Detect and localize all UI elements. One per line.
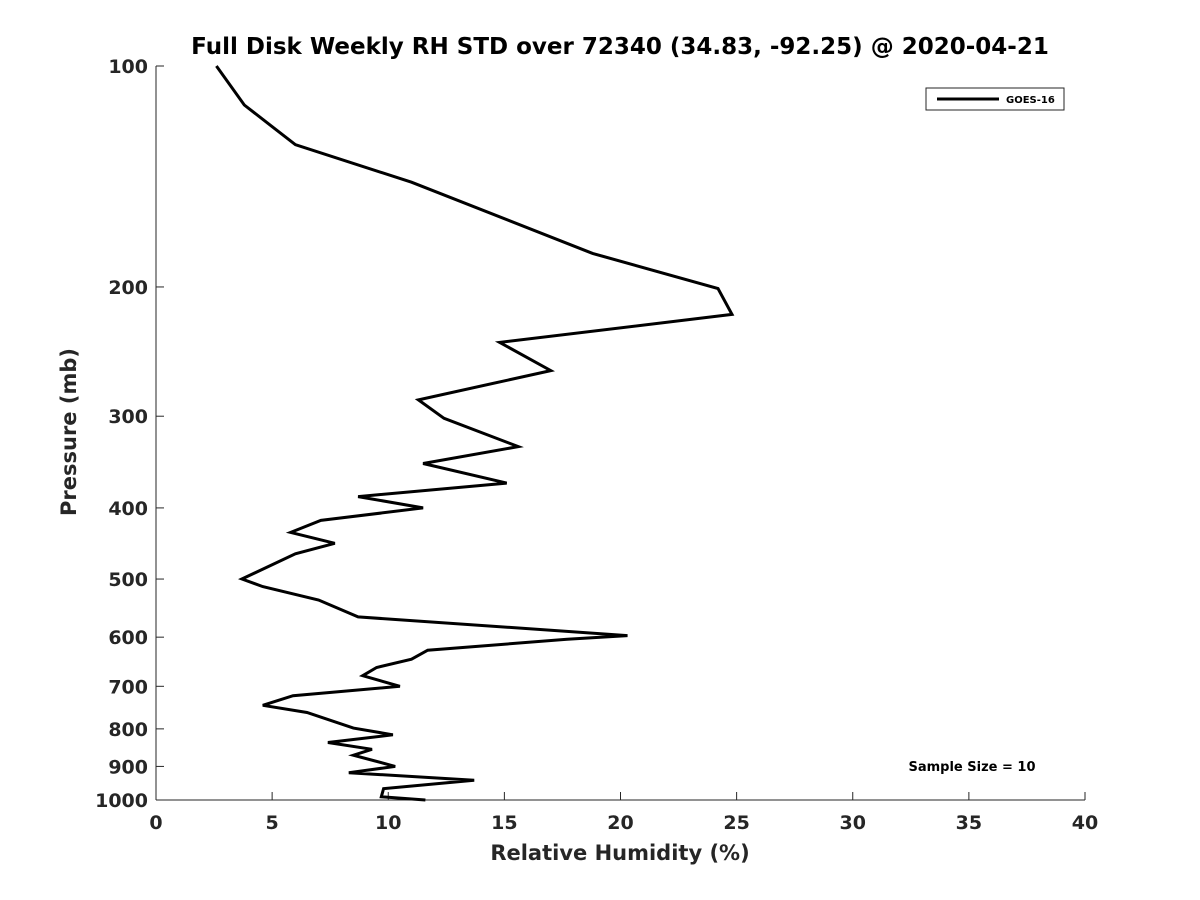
series-line-goes-16: [215, 65, 735, 802]
x-tick-label: 5: [266, 812, 279, 834]
x-tick-label: 0: [149, 812, 162, 834]
x-tick-label: 20: [607, 812, 633, 834]
y-tick-label: 700: [108, 676, 148, 698]
x-tick-label: 30: [840, 812, 866, 834]
plot-area: 0 5 10 15 20 25 30 35 40 100 200 300 400 500 600 700 800…: [95, 56, 1098, 834]
x-tick-label: 40: [1072, 812, 1098, 834]
y-tick-label: 200: [108, 277, 148, 299]
legend: GOES-16: [925, 87, 1065, 111]
y-tick-label: 300: [108, 406, 148, 428]
x-tick-label: 15: [491, 812, 517, 834]
y-tick-label: 800: [108, 719, 148, 741]
y-tick-label: 100: [108, 56, 148, 78]
chart-title: Full Disk Weekly RH STD over 72340 (34.8…: [191, 34, 1049, 60]
y-axis-label: Pressure (mb): [57, 348, 81, 516]
x-tick-label: 10: [375, 812, 401, 834]
x-axis-label: Relative Humidity (%): [490, 841, 749, 865]
y-tick-label: 400: [108, 498, 148, 520]
y-tick-label: 900: [108, 756, 148, 778]
legend-entry-label: GOES-16: [1006, 95, 1055, 106]
x-tick-label: 35: [956, 812, 982, 834]
y-tick-label: 600: [108, 627, 148, 649]
x-tick-label: 25: [723, 812, 749, 834]
y-tick-label: 500: [108, 569, 148, 591]
sample-size-annotation: Sample Size = 10: [908, 760, 1035, 775]
y-tick-label: 1000: [95, 790, 148, 812]
